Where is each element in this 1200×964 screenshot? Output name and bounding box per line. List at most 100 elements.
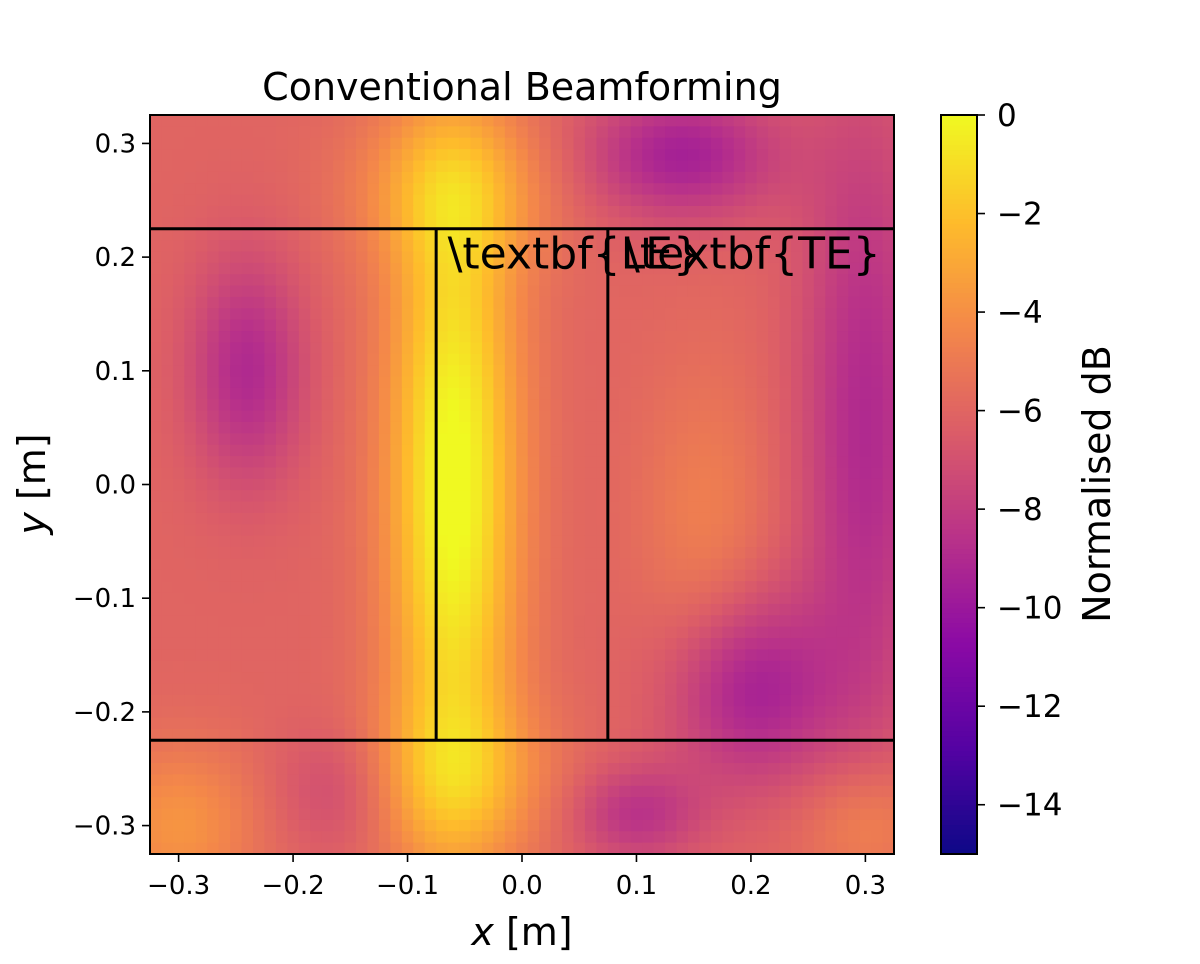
heatmap-cell xyxy=(836,421,849,434)
heatmap-cell xyxy=(333,262,346,275)
heatmap-cell xyxy=(733,774,746,787)
heatmap-cell xyxy=(768,569,781,582)
heatmap-cell xyxy=(436,421,449,434)
heatmap-cell xyxy=(562,717,575,730)
heatmap-cell xyxy=(481,501,494,514)
heatmap-cell xyxy=(722,615,735,628)
heatmap-cell xyxy=(184,376,197,389)
heatmap-cell xyxy=(779,831,792,844)
heatmap-cell xyxy=(527,592,540,605)
heatmap-cell xyxy=(401,660,414,673)
heatmap-cell xyxy=(665,444,678,457)
heatmap-cell xyxy=(550,785,563,798)
heatmap-cell xyxy=(550,581,563,594)
colorbar-segment xyxy=(941,198,977,205)
heatmap-cell xyxy=(321,819,334,832)
heatmap-cell xyxy=(790,501,804,514)
heatmap-cell xyxy=(356,115,369,127)
heatmap-cell xyxy=(195,217,208,230)
heatmap-cell xyxy=(367,581,380,594)
heatmap-cell xyxy=(550,524,563,537)
heatmap-cell xyxy=(356,410,369,423)
heatmap-cell xyxy=(722,331,735,343)
heatmap-cell xyxy=(413,171,426,184)
heatmap-cell xyxy=(573,444,586,457)
heatmap-cell xyxy=(241,399,254,412)
heatmap-cell xyxy=(550,399,563,412)
heatmap-cell xyxy=(390,797,403,810)
colorbar-segment xyxy=(941,425,977,431)
heatmap-cell xyxy=(287,672,300,685)
heatmap-cell xyxy=(539,296,552,309)
heatmap-cell xyxy=(745,171,758,184)
heatmap-cell xyxy=(642,262,655,275)
heatmap-cell xyxy=(825,433,838,446)
heatmap-cell xyxy=(539,706,552,719)
heatmap-cell xyxy=(424,603,437,616)
heatmap-cell xyxy=(584,183,597,196)
heatmap-cell xyxy=(825,262,838,275)
heatmap-cell xyxy=(287,558,300,571)
heatmap-cell xyxy=(790,274,804,287)
colorbar-segment xyxy=(941,789,977,796)
heatmap-cell xyxy=(447,774,460,787)
heatmap-cell xyxy=(207,296,220,309)
heatmap-cell xyxy=(848,694,861,707)
heatmap-cell xyxy=(733,649,746,662)
heatmap-cell xyxy=(768,444,781,457)
heatmap-cell xyxy=(275,763,288,776)
heatmap-cell xyxy=(539,149,552,162)
heatmap-cell xyxy=(378,296,391,309)
heatmap-cell xyxy=(642,740,655,753)
heatmap-cell xyxy=(562,410,575,423)
heatmap-cell xyxy=(756,217,769,230)
heatmap-cell xyxy=(184,649,197,662)
heatmap-cell xyxy=(596,251,609,264)
heatmap-cell xyxy=(573,137,586,150)
heatmap-cell xyxy=(550,842,563,855)
heatmap-cell xyxy=(756,706,769,719)
heatmap-cell xyxy=(516,308,529,321)
heatmap-cell xyxy=(241,649,254,662)
heatmap-cell xyxy=(321,194,334,207)
heatmap-cell xyxy=(527,399,540,412)
heatmap-cell xyxy=(607,421,620,434)
heatmap-cell xyxy=(768,365,781,378)
heatmap-cell xyxy=(539,376,552,389)
heatmap-cell xyxy=(836,524,849,537)
heatmap-cell xyxy=(390,558,403,571)
heatmap-cell xyxy=(184,569,197,582)
heatmap-cell xyxy=(882,421,895,434)
heatmap-cell xyxy=(184,467,197,480)
heatmap-cell xyxy=(459,205,472,218)
heatmap-cell xyxy=(516,558,529,571)
colorbar-segment xyxy=(941,371,977,377)
heatmap-cell xyxy=(779,478,792,491)
heatmap-cell xyxy=(768,240,781,253)
heatmap-cell xyxy=(596,160,609,173)
heatmap-cell xyxy=(516,331,529,343)
heatmap-cell xyxy=(253,603,266,616)
heatmap-cell xyxy=(607,524,620,537)
heatmap-cell xyxy=(230,456,243,469)
heatmap-cell xyxy=(642,205,655,218)
heatmap-cell xyxy=(241,683,254,696)
heatmap-cell xyxy=(630,410,643,423)
heatmap-cell xyxy=(779,285,792,298)
heatmap-cell xyxy=(607,581,620,594)
heatmap-cell xyxy=(562,387,575,400)
heatmap-cell xyxy=(676,558,689,571)
heatmap-cell xyxy=(459,819,472,832)
heatmap-cell xyxy=(722,694,735,707)
heatmap-cell xyxy=(802,285,815,298)
heatmap-cell xyxy=(539,637,552,650)
heatmap-cell xyxy=(813,149,826,162)
heatmap-cell xyxy=(230,274,243,287)
heatmap-cell xyxy=(859,740,872,753)
heatmap-cell xyxy=(470,433,483,446)
heatmap-cell xyxy=(413,410,426,423)
colorbar-segment xyxy=(941,720,977,727)
heatmap-cell xyxy=(584,637,597,650)
heatmap-cell xyxy=(607,694,620,707)
heatmap-cell xyxy=(310,694,323,707)
